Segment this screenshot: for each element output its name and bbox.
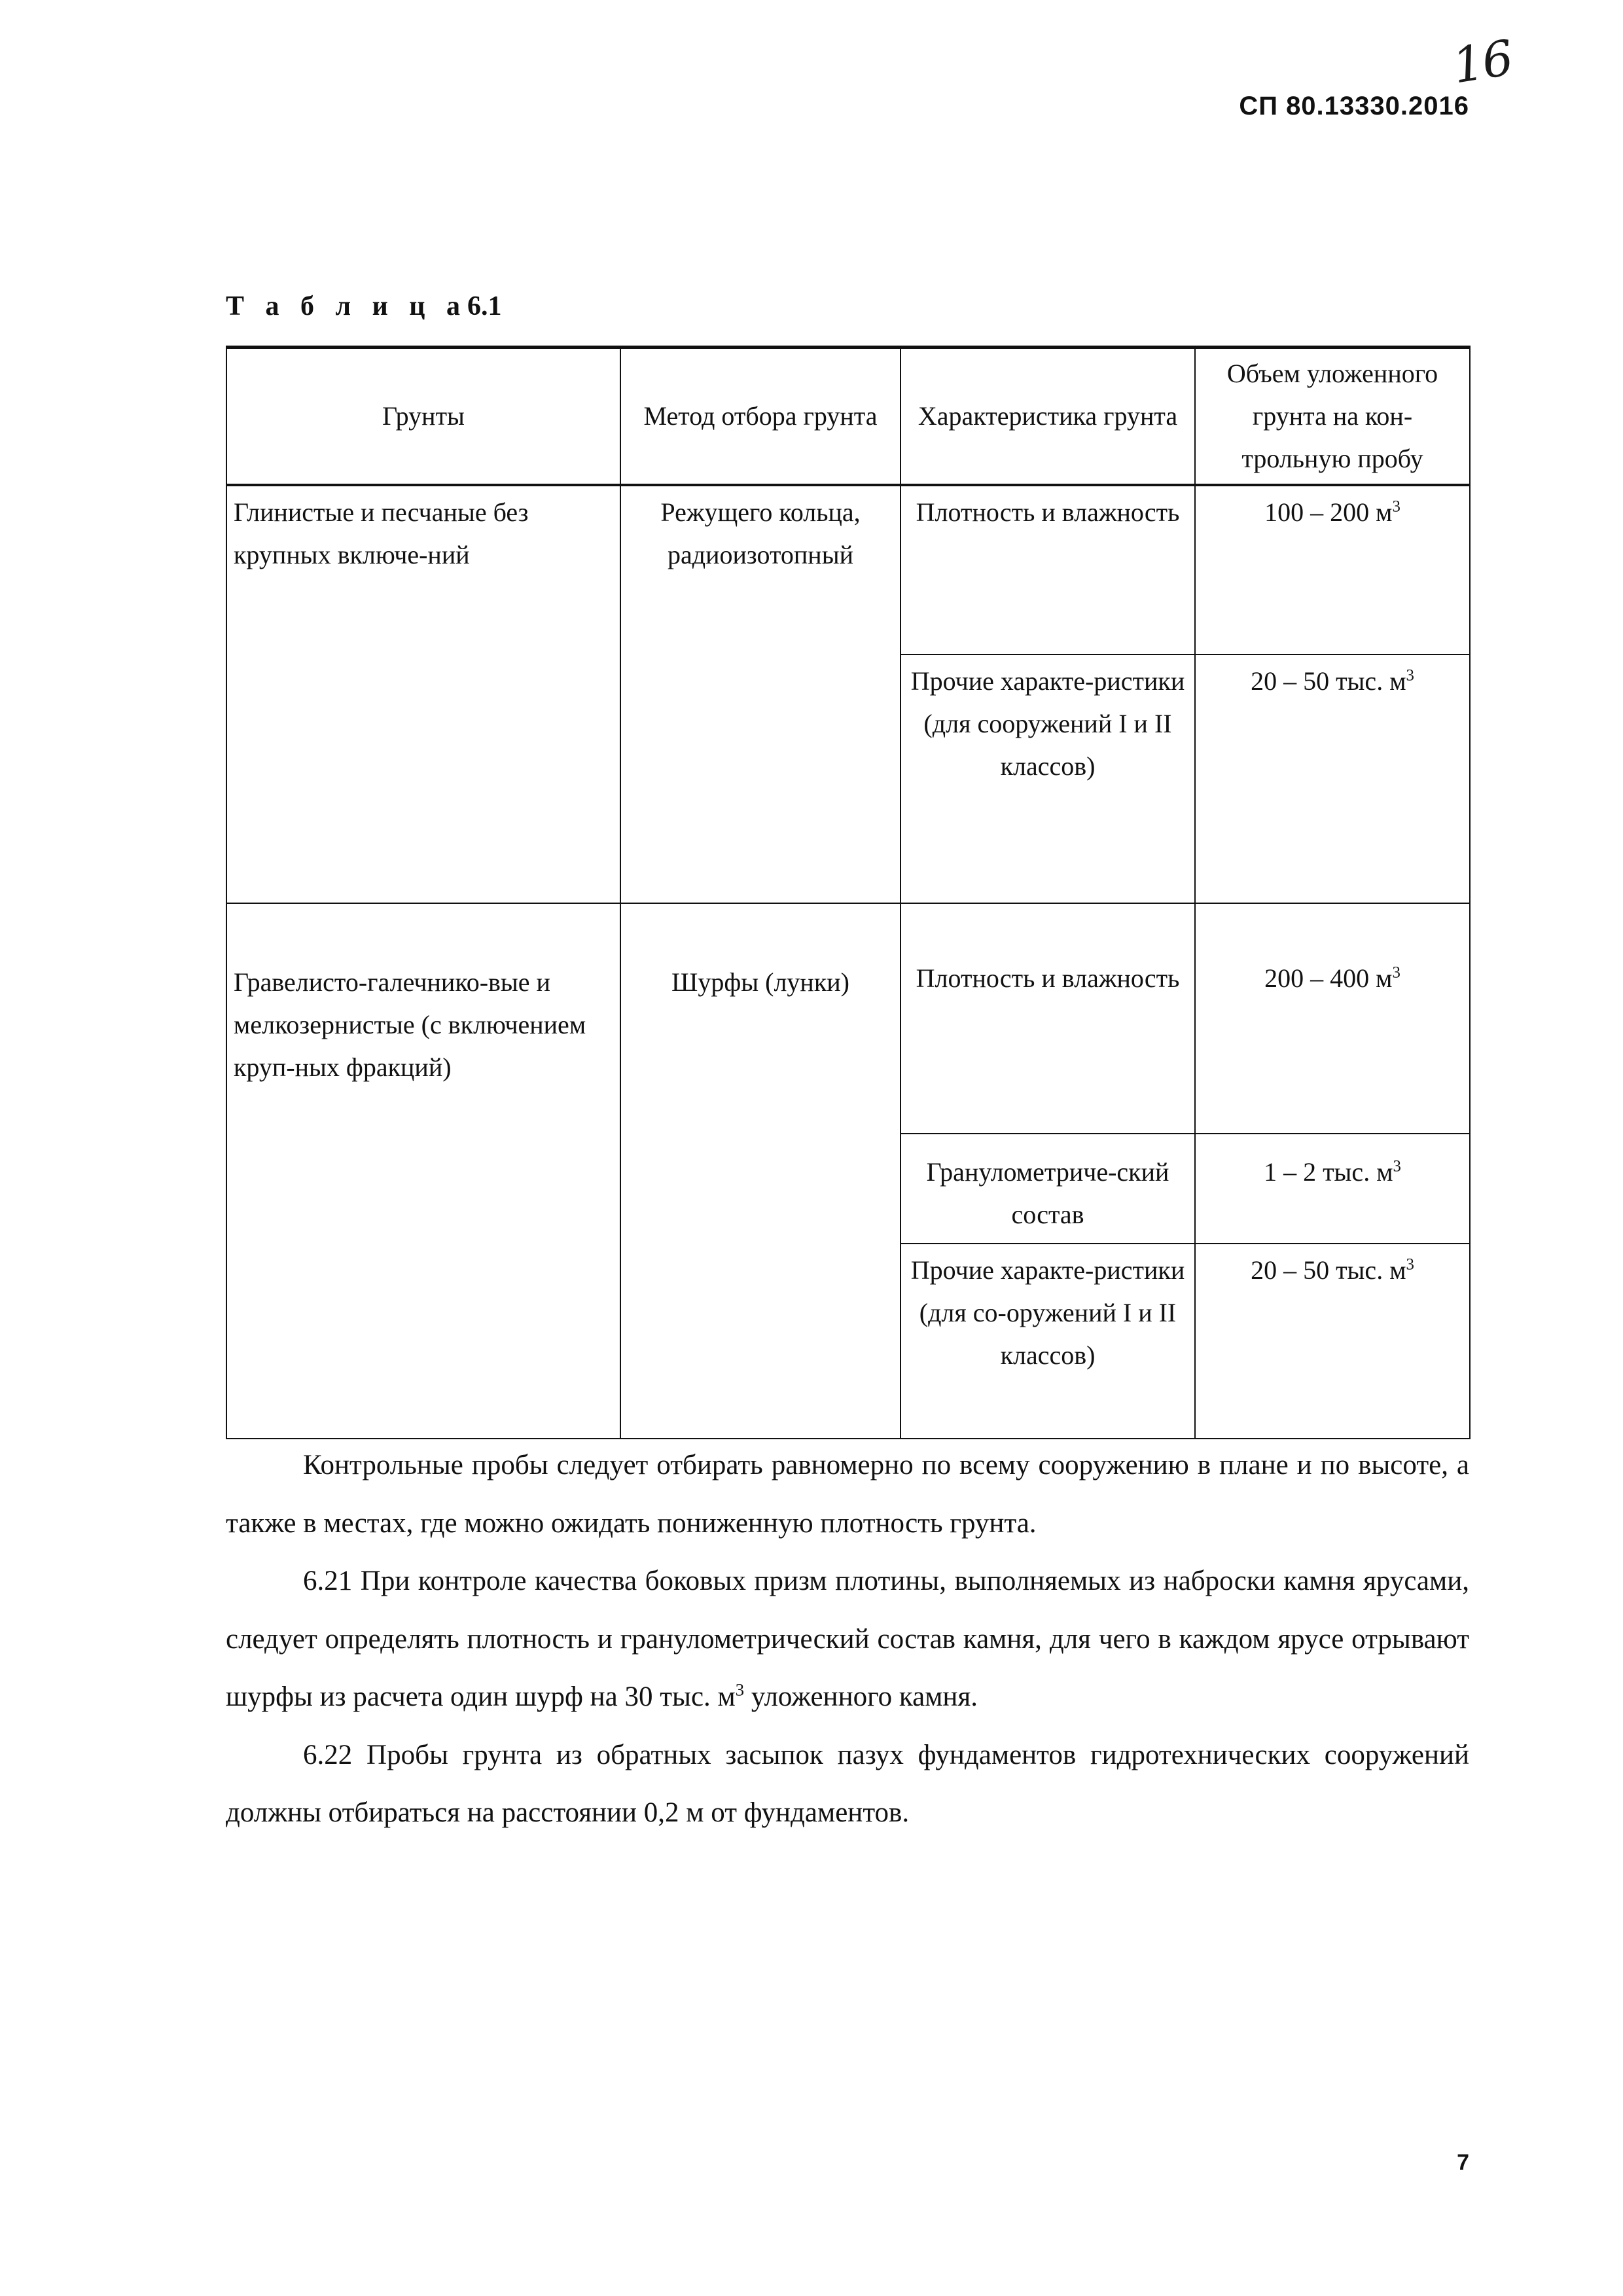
cell-volume-exponent: 3	[1406, 667, 1414, 685]
table-caption-number: 6.1	[467, 291, 502, 321]
cell-sampling-method: Режущего кольца, радиоизотопный	[620, 484, 901, 905]
cell-volume-exponent: 3	[1393, 1158, 1401, 1176]
cell-characteristic: Прочие характе-ристики (для со-оружений …	[900, 1242, 1196, 1439]
table-row: Прочие характе-ристики (для сооружений I…	[226, 654, 1471, 905]
paragraph-6-21: 6.21 При контроле качества боковых призм…	[226, 1552, 1469, 1727]
table-caption-label: Т а б л и ц а	[226, 291, 467, 321]
document-code-header: СП 80.13330.2016	[1239, 92, 1469, 120]
cell-characteristic: Прочие характе-ристики (для сооружений I…	[900, 654, 1196, 905]
cell-soil-type: Глинистые и песчаные без крупных включе-…	[226, 484, 621, 905]
handwritten-page-annotation: 16	[1448, 29, 1516, 95]
cell-volume-value: 100 – 200 м	[1264, 497, 1393, 528]
cell-volume: 100 – 200 м3	[1194, 484, 1471, 656]
table-body: Глинистые и песчаные без крупных включе-…	[226, 484, 1471, 1439]
table-row: Гранулометриче-ский состав 1 – 2 тыс. м3	[226, 1133, 1471, 1244]
cell-sampling-method: Шурфы (лунки)	[620, 903, 901, 1439]
table-header-row: Грунты Метод отбора грунта Характеристик…	[226, 346, 1471, 487]
table-6-1: Грунты Метод отбора грунта Характеристик…	[226, 346, 1471, 1439]
paragraph-6-21-tail: уложенного камня.	[744, 1681, 978, 1713]
paragraph-6-21-text: 6.21 При контроле качества боковых призм…	[226, 1566, 1469, 1713]
cell-volume-exponent: 3	[1392, 964, 1400, 982]
table-row: Глинистые и песчаные без крупных включе-…	[226, 484, 1471, 905]
column-header-soils: Грунты	[226, 346, 621, 487]
cell-volume: 1 – 2 тыс. м3	[1194, 1133, 1471, 1244]
cell-characteristic: Плотность и влажность	[900, 484, 1196, 656]
cell-volume-exponent: 3	[1406, 1255, 1414, 1274]
table-row: Гравелисто-галечнико-вые и мелкозернисты…	[226, 903, 1471, 1439]
table-header: Грунты Метод отбора грунта Характеристик…	[226, 346, 1471, 487]
cell-volume-value: 200 – 400 м	[1264, 963, 1393, 994]
paragraph-intro: Контрольные пробы следует отбирать равно…	[226, 1450, 1469, 1539]
cell-characteristic: Гранулометриче-ский состав	[900, 1133, 1196, 1244]
column-header-placed-soil-volume: Объем уложенного грунта на кон-трольную …	[1194, 346, 1471, 487]
cell-volume-value: 1 – 2 тыс. м	[1264, 1157, 1393, 1187]
cell-characteristic: Плотность и влажность	[900, 903, 1196, 1135]
cell-volume-value: 20 – 50 тыс. м	[1251, 666, 1406, 696]
cell-soil-type: Гравелисто-галечнико-вые и мелкозернисты…	[226, 903, 621, 1439]
page-number: 7	[1457, 2150, 1469, 2175]
cell-volume: 200 – 400 м3	[1194, 903, 1471, 1135]
cell-volume-exponent: 3	[1392, 498, 1400, 516]
body-text: Контрольные пробы следует отбирать равно…	[226, 1437, 1469, 1842]
table-caption: Т а б л и ц а6.1	[226, 291, 501, 322]
column-header-soil-characteristic: Характеристика грунта	[900, 346, 1196, 487]
paragraph-6-22: 6.22 Пробы грунта из обратных засыпок па…	[226, 1739, 1469, 1829]
cell-volume: 20 – 50 тыс. м3	[1194, 1242, 1471, 1439]
table-6-1-wrapper: Грунты Метод отбора грунта Характеристик…	[226, 346, 1471, 1439]
cell-volume-value: 20 – 50 тыс. м	[1251, 1255, 1406, 1285]
cell-volume: 20 – 50 тыс. м3	[1194, 654, 1471, 905]
table-row: Прочие характе-ристики (для со-оружений …	[226, 1242, 1471, 1439]
column-header-sampling-method: Метод отбора грунта	[620, 346, 901, 487]
paragraph-6-21-exponent: 3	[735, 1679, 745, 1700]
